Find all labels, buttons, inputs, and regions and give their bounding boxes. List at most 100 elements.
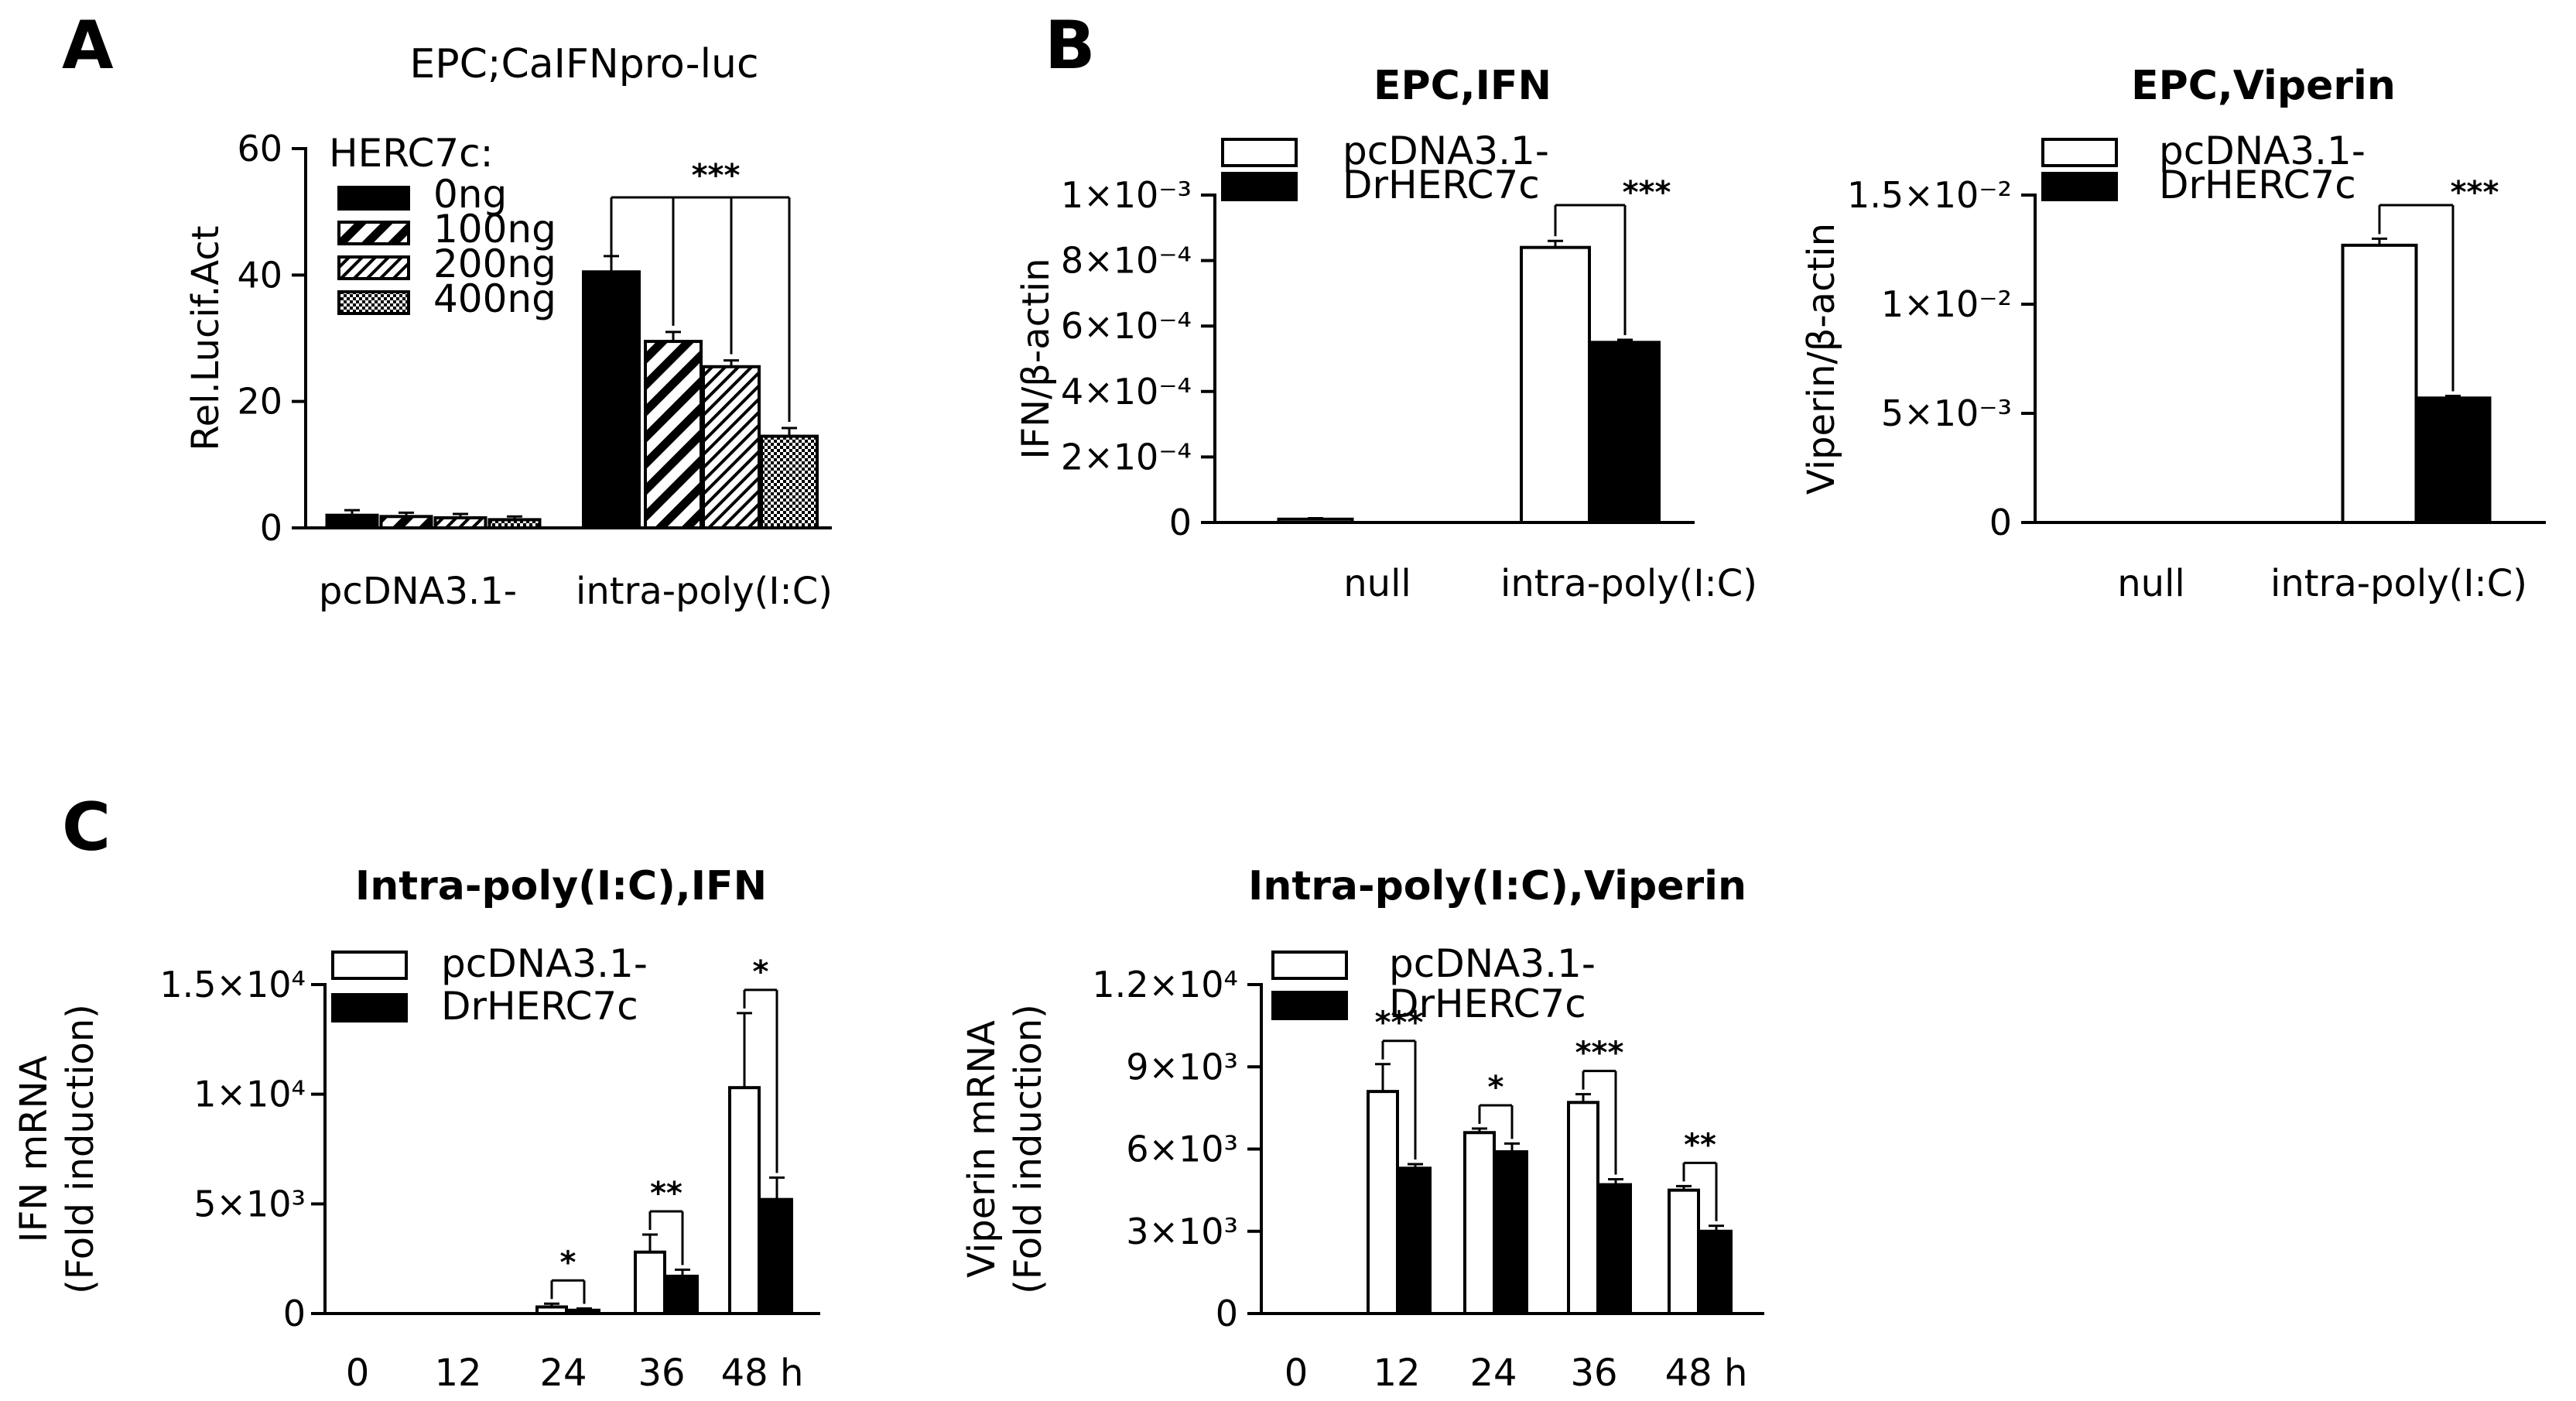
legend-label: pcDNA3.1-	[1389, 941, 1596, 986]
legend-swatch	[337, 255, 410, 280]
y-tick-label: 6×10⁻⁴	[1061, 305, 1192, 347]
bar-pcdna31	[2341, 243, 2418, 524]
x-tick-label: 12	[1373, 1351, 1420, 1395]
bar-100ng	[379, 515, 433, 529]
significance-label: ***	[1623, 175, 1671, 211]
y-tick-label: 2×10⁻⁴	[1061, 436, 1192, 478]
y-tick-label: 1×10⁻³	[1061, 174, 1192, 216]
y-tick-label: 6×10³	[1126, 1129, 1238, 1170]
x-tick-label: intra-poly(I:C)	[1500, 562, 1757, 605]
legend-swatch	[331, 951, 408, 980]
bar-drherc7c	[1496, 1150, 1528, 1315]
y-tick-label: 1.2×10⁴	[1092, 964, 1238, 1005]
y-tick-label: 1×10⁻²	[1881, 283, 2012, 325]
significance-label: ***	[1575, 1036, 1624, 1071]
bar-pcdna31	[1668, 1188, 1700, 1315]
chart-title: EPC,IFN	[1374, 63, 1551, 109]
legend-swatch	[337, 290, 410, 315]
legend-label: DrHERC7c	[2159, 163, 2356, 207]
chart-title: Intra-poly(I:C),IFN	[355, 863, 767, 909]
chart-panel-b-ifn: EPC,IFN 0 2×10⁻⁴ 4×10⁻⁴ 6×10⁻⁴ 8×10⁻⁴ 1×10⁻³IF…	[1014, 63, 1757, 605]
x-tick-label: 0	[1285, 1351, 1309, 1395]
bar-pcdna31	[1463, 1131, 1496, 1315]
bar-0ng	[582, 270, 641, 529]
bar-drherc7c	[568, 1308, 600, 1315]
x-tick-label: 24	[1469, 1351, 1517, 1395]
bar-drherc7c	[1599, 1183, 1632, 1315]
legend-swatch	[337, 186, 410, 211]
bar-pcdna31	[1567, 1101, 1599, 1315]
y-axis-label: Viperin/β-actin	[1800, 223, 1843, 495]
legend-swatch	[1271, 991, 1348, 1020]
panel-label-b: B	[1045, 7, 1096, 84]
legend-label: pcDNA3.1-	[2159, 128, 2366, 173]
bar-pcdna31	[1367, 1090, 1399, 1315]
significance-label: ***	[692, 158, 741, 194]
y-tick-label: 60	[237, 128, 282, 170]
legend-swatch	[2041, 138, 2118, 167]
significance-label: ***	[1375, 1005, 1424, 1041]
legend-swatch	[1221, 172, 1298, 201]
significance-label: *	[753, 954, 769, 990]
bar-200ng	[433, 516, 487, 530]
significance-label: **	[1684, 1127, 1716, 1163]
x-tick-label: null	[2117, 562, 2185, 605]
legend-swatch	[2041, 172, 2118, 201]
y-axis-label: Rel.Lucif.Act	[184, 225, 227, 450]
legend-swatch	[331, 993, 408, 1022]
y-axis-label: Viperin mRNA	[960, 1020, 1004, 1278]
legend-swatch	[1221, 138, 1298, 167]
bar-drherc7c	[1589, 341, 1661, 524]
legend-swatch	[337, 221, 410, 245]
y-tick-label: 9×10³	[1126, 1046, 1238, 1088]
y-axis-label-line2: (Fold induction)	[1007, 1004, 1050, 1294]
significance-label: *	[560, 1245, 576, 1280]
bar-0ng	[325, 513, 379, 530]
y-tick-label: 1.5×10⁴	[159, 964, 306, 1005]
significance-label: *	[1488, 1070, 1504, 1105]
legend-label: pcDNA3.1-	[441, 941, 648, 986]
chart-panel-c-viperin: Intra-poly(I:C),Viperin 0 3×10³ 6×10³ 9×10³ 1…	[960, 863, 1764, 1395]
x-tick-label: 0	[346, 1351, 370, 1395]
bar-drherc7c	[761, 1197, 793, 1315]
panel-label-c: C	[62, 789, 111, 866]
chart-title: Intra-poly(I:C),Viperin	[1248, 863, 1746, 909]
legend-title: HERC7c:	[329, 131, 494, 176]
y-tick-label: 8×10⁻⁴	[1061, 240, 1192, 282]
bar-pcdna31	[634, 1250, 666, 1315]
y-tick-label: 0	[283, 1293, 306, 1334]
chart-panel-b-viperin: EPC,Viperin 0 5×10⁻³ 1×10⁻² 1.5×10⁻²Viperin/…	[1800, 63, 2546, 605]
x-tick-label: intra-poly(I:C)	[576, 570, 833, 613]
y-tick-label: 0	[260, 507, 282, 549]
x-tick-label: 48 h	[721, 1351, 804, 1395]
legend-swatch	[1271, 951, 1348, 980]
legend-label: DrHERC7c	[1389, 981, 1586, 1026]
bar-200ng	[702, 365, 761, 529]
legend-label: DrHERC7c	[441, 984, 638, 1029]
y-tick-label: 0	[1989, 502, 2012, 543]
legend-label: pcDNA3.1-	[1343, 128, 1549, 173]
bar-pcdna31	[1520, 245, 1591, 524]
y-tick-label: 3×10³	[1126, 1211, 1238, 1252]
panel-label-a: A	[62, 7, 114, 84]
y-axis-label: IFN mRNA	[12, 1055, 56, 1242]
y-tick-label: 0	[1169, 502, 1192, 543]
chart-title: EPC,Viperin	[2131, 63, 2396, 109]
bar-100ng	[644, 340, 703, 530]
x-tick-label: 12	[434, 1351, 481, 1395]
x-tick-label: 48 h	[1665, 1351, 1748, 1395]
x-tick-label: 24	[539, 1351, 587, 1395]
bar-drherc7c	[1399, 1166, 1432, 1315]
x-tick-label: 36	[1570, 1351, 1617, 1395]
significance-label: ***	[2451, 175, 2499, 211]
bar-drherc7c	[666, 1274, 699, 1316]
bar-drherc7c	[1700, 1229, 1733, 1315]
x-tick-label: 36	[638, 1351, 685, 1395]
legend-label: 400ng	[433, 276, 556, 321]
y-axis-label-line2: (Fold induction)	[59, 1004, 102, 1294]
y-tick-label: 1.5×10⁻²	[1847, 174, 2012, 216]
y-axis-label: IFN/β-actin	[1014, 258, 1058, 459]
y-tick-label: 5×10⁻³	[1881, 392, 2012, 434]
chart-panel-c-ifn: Intra-poly(I:C),IFN 0 5×10³ 1×10⁴ 1.5×10⁴ IFN…	[12, 863, 820, 1395]
